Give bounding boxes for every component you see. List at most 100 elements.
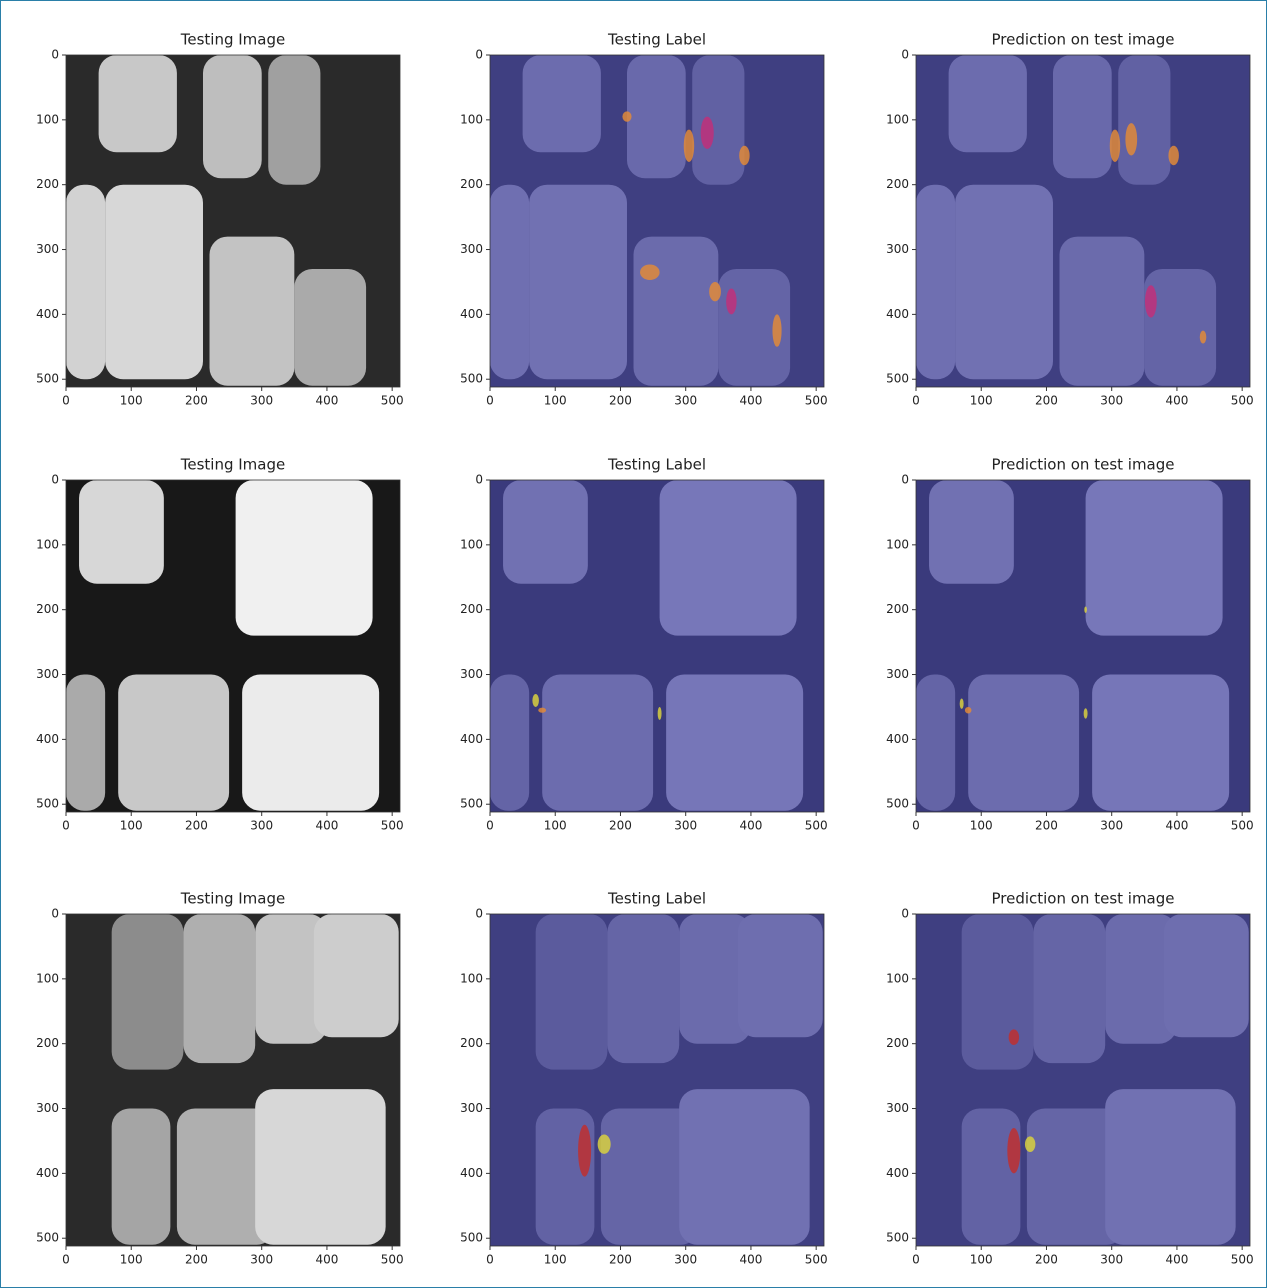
x-tick-label: 300 (1100, 1253, 1123, 1267)
lesion (622, 111, 631, 121)
label-overlay-dark (490, 480, 824, 812)
y-tick-label: 100 (36, 537, 59, 551)
lesion (1084, 606, 1087, 612)
panel-title: Prediction on test image (991, 31, 1174, 49)
y-tick-label: 400 (886, 307, 909, 321)
x-tick-label: 500 (805, 819, 828, 833)
x-tick-label: 100 (970, 394, 993, 408)
x-tick-label: 200 (609, 819, 632, 833)
x-tick-label: 500 (805, 1253, 828, 1267)
y-tick-label: 200 (36, 602, 59, 616)
lesion (684, 130, 694, 162)
tooth (66, 185, 105, 380)
tooth (99, 55, 177, 152)
x-tick-label: 400 (1165, 1253, 1188, 1267)
label-overlay-dark (490, 914, 824, 1246)
y-tick-label: 100 (460, 112, 483, 126)
x-tick-label: 200 (609, 1253, 632, 1267)
x-tick-label: 400 (315, 1253, 338, 1267)
label-overlay-dark (916, 480, 1250, 812)
y-tick-label: 0 (901, 473, 909, 487)
tooth (255, 1089, 385, 1245)
lesion (1110, 130, 1120, 162)
tooth (294, 269, 366, 386)
x-tick-label: 300 (674, 394, 697, 408)
lesion (960, 699, 964, 709)
y-tick-label: 100 (460, 537, 483, 551)
x-tick-label: 500 (381, 1253, 404, 1267)
image-panel: Testing Label010020030040050001002003004… (460, 31, 828, 408)
tooth (203, 55, 262, 178)
y-tick-label: 0 (475, 48, 483, 62)
lesion (739, 146, 749, 165)
lesion (772, 314, 781, 346)
x-tick-label: 100 (120, 1253, 143, 1267)
x-tick-label: 500 (805, 394, 828, 408)
x-tick-label: 100 (544, 1253, 567, 1267)
y-tick-label: 400 (886, 1166, 909, 1180)
panel-title: Testing Label (607, 456, 706, 474)
y-tick-label: 0 (475, 473, 483, 487)
y-tick-label: 200 (460, 177, 483, 191)
y-tick-label: 200 (886, 602, 909, 616)
x-tick-label: 200 (1035, 394, 1058, 408)
y-tick-label: 500 (460, 797, 483, 811)
x-tick-label: 200 (1035, 819, 1058, 833)
y-tick-label: 100 (36, 971, 59, 985)
y-tick-label: 200 (460, 1036, 483, 1050)
x-tick-label: 200 (1035, 1253, 1058, 1267)
xray-image (916, 55, 1250, 387)
y-tick-label: 200 (886, 1036, 909, 1050)
x-tick-label: 400 (315, 819, 338, 833)
tooth (183, 914, 255, 1063)
y-tick-label: 400 (460, 732, 483, 746)
x-tick-label: 0 (62, 394, 70, 408)
x-tick-label: 0 (486, 394, 494, 408)
y-tick-label: 300 (36, 667, 59, 681)
y-tick-label: 200 (886, 177, 909, 191)
tooth (79, 480, 164, 584)
y-tick-label: 400 (36, 307, 59, 321)
x-tick-label: 400 (739, 394, 762, 408)
x-tick-label: 0 (486, 1253, 494, 1267)
x-tick-label: 200 (185, 394, 208, 408)
lesion (1009, 1029, 1019, 1045)
tooth (242, 675, 379, 811)
x-tick-label: 200 (185, 1253, 208, 1267)
x-tick-label: 300 (674, 1253, 697, 1267)
x-tick-label: 500 (1231, 394, 1254, 408)
xray-image (490, 914, 824, 1246)
xray-image (916, 480, 1250, 812)
x-tick-label: 0 (62, 1253, 70, 1267)
y-tick-label: 300 (36, 1101, 59, 1115)
label-overlay-dark (916, 914, 1250, 1246)
x-tick-label: 500 (381, 394, 404, 408)
y-tick-label: 300 (886, 667, 909, 681)
xray-image (66, 480, 400, 812)
y-tick-label: 500 (36, 1231, 59, 1245)
y-tick-label: 200 (460, 602, 483, 616)
y-tick-label: 0 (475, 907, 483, 921)
tooth (236, 480, 373, 636)
x-tick-label: 300 (674, 819, 697, 833)
y-tick-label: 0 (51, 473, 59, 487)
lesion (701, 117, 714, 149)
lesion (1007, 1128, 1020, 1173)
y-tick-label: 400 (460, 1166, 483, 1180)
y-tick-label: 400 (460, 307, 483, 321)
panel-title: Testing Image (180, 456, 285, 474)
y-tick-label: 100 (36, 112, 59, 126)
x-tick-label: 0 (486, 819, 494, 833)
lesion (1200, 331, 1207, 344)
lesion (658, 707, 662, 720)
x-tick-label: 200 (609, 394, 632, 408)
lesion (640, 264, 660, 280)
x-tick-label: 300 (250, 819, 273, 833)
x-tick-label: 400 (315, 394, 338, 408)
lesion (726, 288, 736, 314)
xray-image (66, 914, 400, 1246)
y-tick-label: 300 (886, 242, 909, 256)
y-tick-label: 400 (36, 1166, 59, 1180)
y-tick-label: 500 (36, 372, 59, 386)
